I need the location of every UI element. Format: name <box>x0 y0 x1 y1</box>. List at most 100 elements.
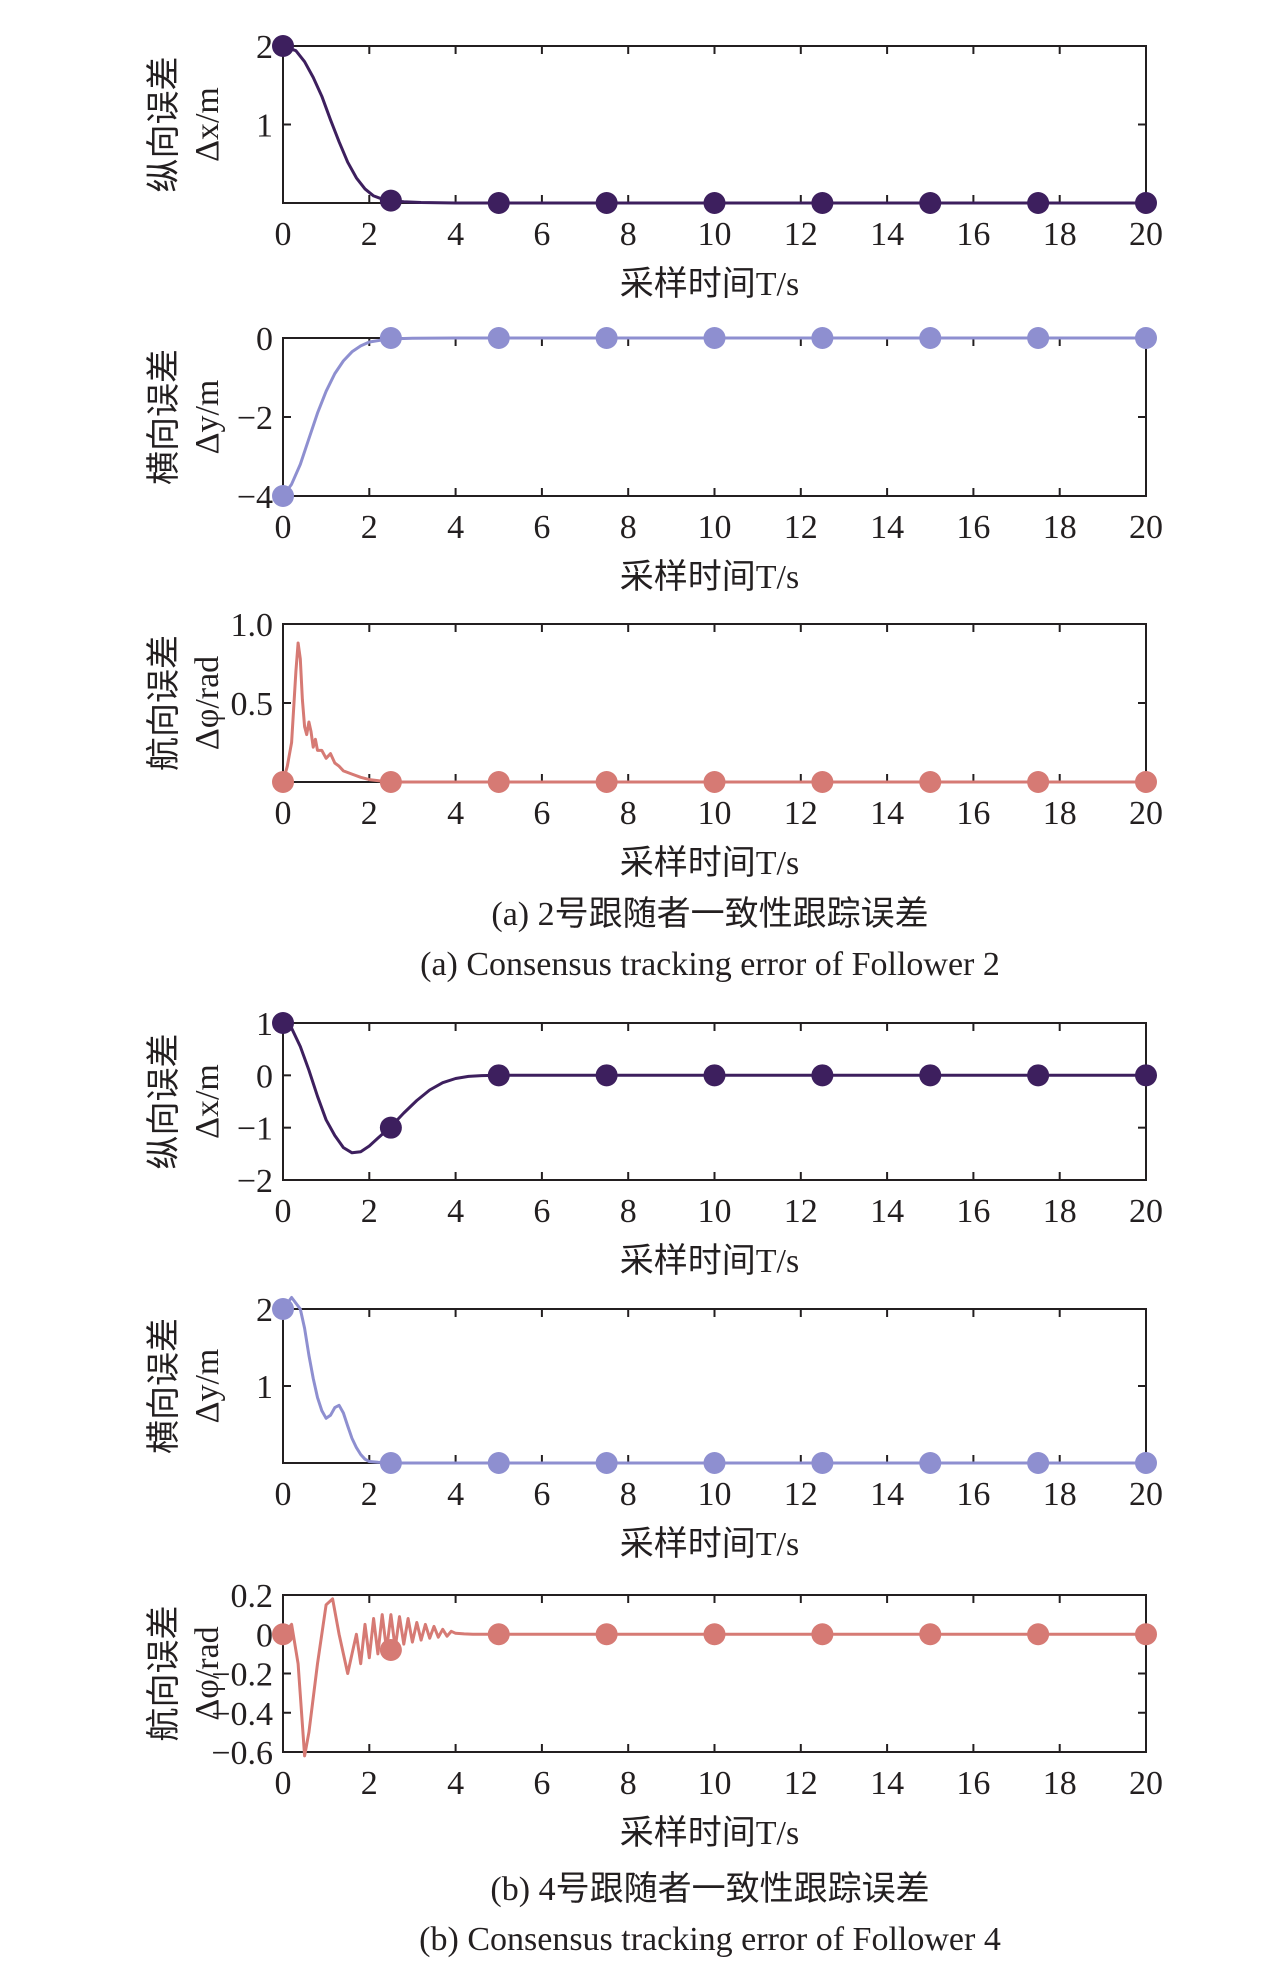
x-tick-label: 2 <box>361 1765 378 1802</box>
data-point-marker <box>811 771 834 793</box>
x-tick-label: 14 <box>870 509 904 546</box>
x-tick-label: 2 <box>361 216 378 253</box>
chart-f2-y: 0 2 4 6 8 10 12 14 16 18 20 0 −2 −4 采样时间T/s 横向误差 Δy/m <box>145 321 1163 596</box>
data-point-marker <box>272 771 294 793</box>
y-axis-title-symbol: Δy/m <box>189 380 226 455</box>
x-tick-label: 10 <box>698 216 732 253</box>
data-point-marker <box>379 189 402 212</box>
x-axis-title: 采样时间T/s <box>620 1525 799 1563</box>
y-axis-title-symbol: Δx/m <box>189 1064 226 1139</box>
data-point-marker <box>1135 327 1157 349</box>
y-tick-label: −0.6 <box>211 1735 273 1772</box>
x-axis-title: 采样时间T/s <box>620 1242 799 1280</box>
x-tick-label: 12 <box>784 216 818 253</box>
x-tick-label: 16 <box>956 1765 990 1802</box>
series-line <box>282 44 1146 205</box>
x-tick-label: 2 <box>361 1476 378 1513</box>
x-tick-label: 20 <box>1129 1765 1163 1802</box>
x-tick-label: 6 <box>533 1193 550 1230</box>
chart-f4-y: 0 2 4 6 8 10 12 14 16 18 20 2 1 采样时间T/s 横向误差 Δy/m <box>145 1292 1163 1563</box>
data-point-marker <box>272 485 294 507</box>
x-tick-label: 4 <box>447 1765 464 1802</box>
x-tick-label: 14 <box>870 1476 904 1513</box>
x-tick-label: 0 <box>275 1193 292 1230</box>
chart-f2-phi: 0 2 4 6 8 10 12 14 16 18 20 1.0 0.5 采样时间T/s 航向误差 Δφ/rad <box>145 607 1163 882</box>
x-tick-label: 18 <box>1043 1476 1077 1513</box>
x-tick-label: 12 <box>784 1765 818 1802</box>
x-tick-label: 4 <box>447 1193 464 1230</box>
plot-frame <box>282 1308 1147 1464</box>
data-point-marker <box>379 1116 402 1139</box>
data-point-marker <box>1027 192 1050 214</box>
data-point-marker <box>272 1623 294 1646</box>
data-point-marker <box>487 1064 510 1087</box>
plot-frame <box>282 1022 1147 1181</box>
x-tick-label: 18 <box>1043 216 1077 253</box>
caption-b-zh: (b) 4号跟随者一致性跟踪误差 <box>490 1870 929 1908</box>
x-tick-label: 10 <box>698 1193 732 1230</box>
y-axis-title-zh: 纵向误差 <box>145 1034 183 1170</box>
chart-f4-phi: 0 2 4 6 8 10 12 14 16 18 200.20−0.2−0.4−0.6采样时间T/s… <box>145 1578 1163 1852</box>
series-line <box>281 336 1146 497</box>
x-tick-label: 16 <box>956 509 990 546</box>
data-point-marker <box>595 327 618 349</box>
x-tick-label: 16 <box>956 1476 990 1513</box>
x-tick-label: 6 <box>533 509 550 546</box>
data-point-marker <box>1135 1623 1157 1646</box>
y-tick-label: 1 <box>256 1006 273 1043</box>
x-axis-title: 采样时间T/s <box>620 558 799 596</box>
x-tick-label: 20 <box>1129 509 1163 546</box>
data-point-marker <box>595 1064 618 1087</box>
x-tick-label: 16 <box>956 216 990 253</box>
x-tick-label: 2 <box>361 509 378 546</box>
y-tick-label: 0.5 <box>231 686 274 723</box>
x-axis-title: 采样时间T/s <box>620 1814 799 1852</box>
y-tick-label: 0 <box>256 321 273 358</box>
y-axis-title-symbol: Δy/m <box>189 1349 226 1424</box>
data-point-marker <box>811 1623 834 1646</box>
y-axis-title-zh: 横向误差 <box>145 349 183 485</box>
data-point-marker <box>919 327 942 349</box>
x-tick-label: 4 <box>447 216 464 253</box>
plot-frame <box>282 1594 1147 1753</box>
x-tick-label: 8 <box>620 1765 637 1802</box>
data-point-marker <box>919 192 942 214</box>
x-tick-label: 18 <box>1043 509 1077 546</box>
x-tick-label: 10 <box>698 509 732 546</box>
data-point-marker <box>595 771 618 793</box>
x-tick-label: 18 <box>1043 1765 1077 1802</box>
x-tick-label: 12 <box>784 795 818 832</box>
data-point-marker <box>703 1452 726 1474</box>
x-tick-label: 12 <box>784 1193 818 1230</box>
x-tick-label: 8 <box>620 216 637 253</box>
y-tick-label: −0.2 <box>211 1657 273 1694</box>
series-line <box>281 641 1146 784</box>
y-axis-title-symbol: Δφ/rad <box>189 1626 226 1720</box>
x-tick-label: 18 <box>1043 1193 1077 1230</box>
y-axis-title-symbol: Δx/m <box>189 87 226 162</box>
y-tick-label: −4 <box>237 479 273 516</box>
x-tick-label: 6 <box>533 1476 550 1513</box>
y-tick-label: −0.4 <box>211 1696 273 1733</box>
series-line <box>282 1021 1146 1155</box>
x-tick-label: 4 <box>447 509 464 546</box>
x-tick-label: 16 <box>956 795 990 832</box>
data-point-marker <box>919 771 942 793</box>
y-tick-label: −2 <box>237 400 273 437</box>
data-point-marker <box>487 1623 510 1646</box>
data-point-marker <box>919 1452 942 1474</box>
y-axis-title-symbol: Δφ/rad <box>189 656 226 750</box>
x-tick-label: 4 <box>447 795 464 832</box>
x-tick-label: 14 <box>870 1765 904 1802</box>
x-tick-label: 14 <box>870 216 904 253</box>
y-axis-title-zh: 横向误差 <box>145 1318 183 1454</box>
x-axis-title: 采样时间T/s <box>620 844 799 882</box>
y-tick-label: −1 <box>237 1111 273 1148</box>
series-line <box>281 1597 1146 1758</box>
x-tick-label: 8 <box>620 795 637 832</box>
x-tick-label: 8 <box>620 509 637 546</box>
data-point-marker <box>379 327 402 349</box>
data-point-marker <box>919 1064 942 1087</box>
